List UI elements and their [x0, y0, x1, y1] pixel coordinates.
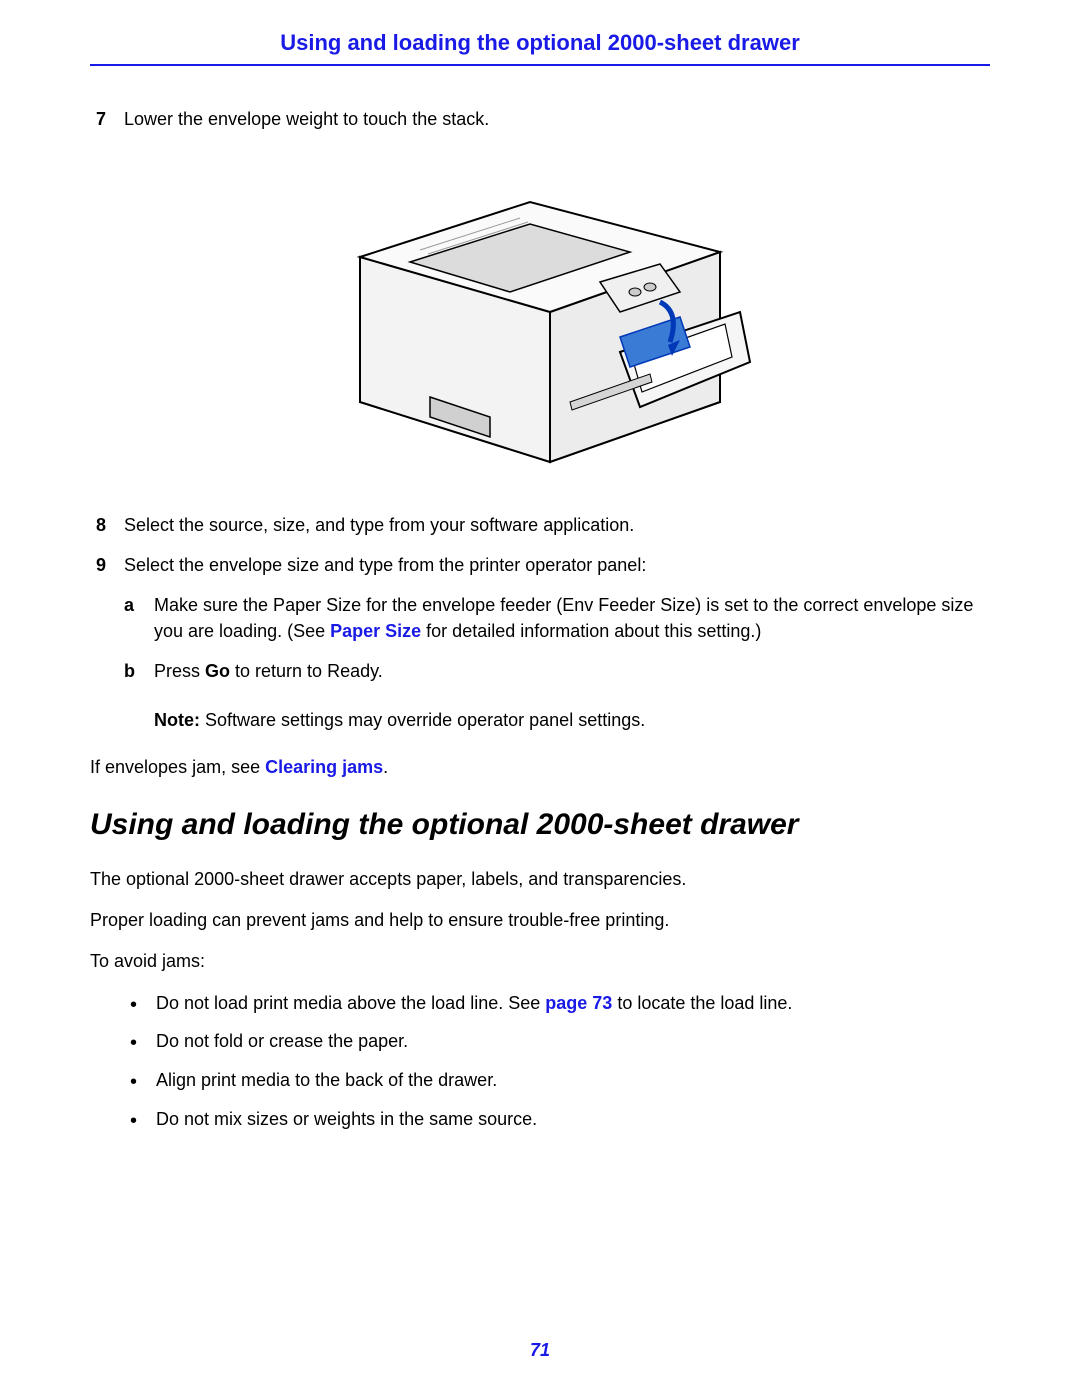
step-body: Select the envelope size and type from t…: [124, 552, 990, 732]
step-text: Select the source, size, and type from y…: [124, 512, 990, 538]
step-number: 8: [90, 512, 124, 538]
substep-letter: b: [124, 658, 154, 684]
list-item: Do not load print media above the load l…: [130, 989, 990, 1018]
go-bold: Go: [205, 661, 230, 681]
step-text: Lower the envelope weight to touch the s…: [124, 106, 990, 132]
step-number: 9: [90, 552, 124, 732]
text-post: to return to Ready.: [230, 661, 383, 681]
step-number: 7: [90, 106, 124, 132]
document-page: Using and loading the optional 2000-shee…: [0, 0, 1080, 1397]
step-7: 7 Lower the envelope weight to touch the…: [90, 106, 990, 132]
step-8: 8 Select the source, size, and type from…: [90, 512, 990, 538]
printer-illustration: [320, 152, 760, 482]
note-label: Note:: [154, 710, 200, 730]
text-pre: If envelopes jam, see: [90, 757, 265, 777]
list-item: Align print media to the back of the dra…: [130, 1066, 990, 1095]
paper-size-link[interactable]: Paper Size: [330, 621, 421, 641]
page-73-link[interactable]: page 73: [545, 993, 612, 1013]
text-post: to locate the load line.: [612, 993, 792, 1013]
text-pre: Press: [154, 661, 205, 681]
note-block: Note: Software settings may override ope…: [154, 707, 990, 733]
substep-b: b Press Go to return to Ready.: [124, 658, 990, 684]
section-heading: Using and loading the optional 2000-shee…: [90, 808, 990, 842]
step-text: Select the envelope size and type from t…: [124, 555, 646, 575]
jam-line: If envelopes jam, see Clearing jams.: [90, 757, 990, 778]
list-item: Do not fold or crease the paper.: [130, 1027, 990, 1056]
substep-a: a Make sure the Paper Size for the envel…: [124, 592, 990, 644]
page-header-title: Using and loading the optional 2000-shee…: [90, 30, 990, 64]
step-9: 9 Select the envelope size and type from…: [90, 552, 990, 732]
section-p1: The optional 2000-sheet drawer accepts p…: [90, 866, 990, 893]
note-text: Software settings may override operator …: [200, 710, 645, 730]
section-p2: Proper loading can prevent jams and help…: [90, 907, 990, 934]
substep-body: Make sure the Paper Size for the envelop…: [154, 592, 990, 644]
section-p3: To avoid jams:: [90, 948, 990, 975]
substep-letter: a: [124, 592, 154, 644]
list-item: Do not mix sizes or weights in the same …: [130, 1105, 990, 1134]
text-pre: Do not load print media above the load l…: [156, 993, 545, 1013]
page-number: 71: [0, 1340, 1080, 1361]
text-post: for detailed information about this sett…: [421, 621, 761, 641]
header-rule: [90, 64, 990, 66]
clearing-jams-link[interactable]: Clearing jams: [265, 757, 383, 777]
substep-body: Press Go to return to Ready.: [154, 658, 990, 684]
text-post: .: [383, 757, 388, 777]
avoid-jams-list: Do not load print media above the load l…: [130, 989, 990, 1134]
